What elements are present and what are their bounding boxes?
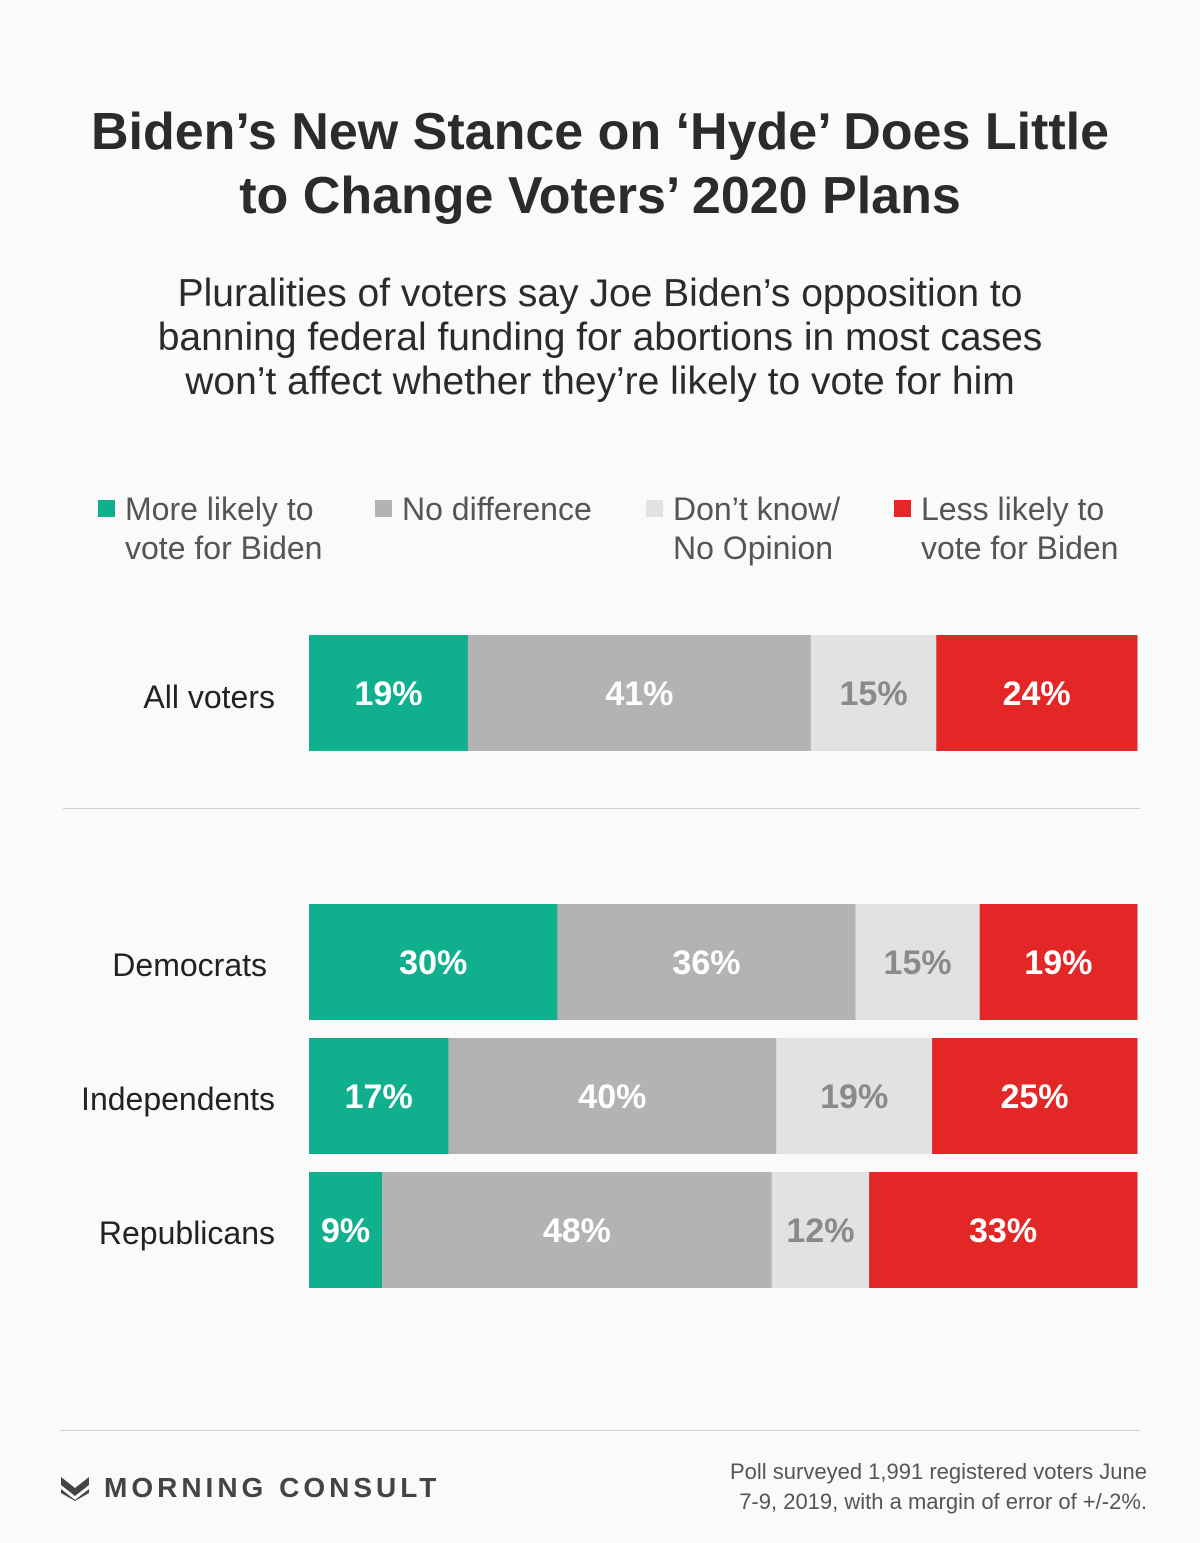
bar-segment-republicans-dont-know bbox=[771, 1172, 870, 1288]
bar-segment-independents-no-difference bbox=[448, 1038, 777, 1154]
morning-consult-logo: MORNING CONSULT bbox=[60, 1468, 440, 1508]
legend-item-dont-know: Don’t know/ No Opinion bbox=[646, 490, 840, 568]
morning-consult-wordmark: MORNING CONSULT bbox=[104, 1472, 441, 1503]
chart-title-line-2: to Change Voters’ 2020 Plans bbox=[239, 167, 961, 225]
footer-note-line-1: Poll surveyed 1,991 registered voters Ju… bbox=[729, 1459, 1147, 1484]
legend-item-more-likely: More likely to vote for Biden bbox=[98, 490, 322, 568]
bar-segment-democrats-dont-know bbox=[855, 904, 981, 1020]
bar-segment-democrats-no-difference bbox=[557, 904, 856, 1020]
footer-divider bbox=[60, 1430, 1140, 1431]
legend-item-less-likely: Less likely to vote for Biden bbox=[894, 490, 1118, 568]
bar-label-all-voters-no-difference: 41% bbox=[605, 675, 673, 713]
legend-label-less-likely: Less likely to vote for Biden bbox=[921, 491, 1119, 566]
chart-subtitle-line-3: won’t affect whether they’re likely to v… bbox=[185, 360, 1015, 403]
bar-segment-all-voters-more-likely bbox=[309, 635, 469, 751]
bar-label-republicans-more-likely: 9% bbox=[321, 1212, 370, 1250]
bar-label-democrats-less-likely: 19% bbox=[1024, 944, 1092, 982]
bar-segment-republicans-no-difference bbox=[382, 1172, 773, 1288]
bar-label-democrats-no-difference: 36% bbox=[672, 944, 740, 982]
bar-label-independents-no-difference: 40% bbox=[578, 1078, 646, 1116]
morning-consult-mark-icon bbox=[61, 1477, 89, 1501]
bar-label-independents-more-likely: 17% bbox=[345, 1078, 413, 1116]
bar-segment-independents-dont-know bbox=[776, 1038, 933, 1154]
row-label-democrats: Democrats bbox=[112, 947, 267, 983]
chart-subtitle-line-1: Pluralities of voters say Joe Biden’s op… bbox=[177, 272, 1023, 315]
bar-label-democrats-dont-know: 15% bbox=[884, 944, 952, 982]
row-label-republicans: Republicans bbox=[98, 1215, 275, 1251]
bar-label-all-voters-more-likely: 19% bbox=[354, 675, 422, 713]
legend-label-dont-know: Don’t know/ No Opinion bbox=[673, 491, 841, 566]
bar-label-republicans-dont-know: 12% bbox=[786, 1212, 854, 1250]
bar-segment-independents-less-likely bbox=[932, 1038, 1138, 1154]
row-label-all-voters: All voters bbox=[143, 679, 275, 715]
chart-title-line-1: Biden’s New Stance on ‘Hyde’ Does Little bbox=[90, 103, 1110, 161]
bar-segment-independents-more-likely bbox=[309, 1038, 449, 1154]
bar-row-republicans: 9% 48% 12% 33% bbox=[309, 1172, 1138, 1288]
bar-segment-democrats-more-likely bbox=[309, 904, 558, 1020]
row-label-independents: Independents bbox=[81, 1081, 275, 1117]
legend-swatch-dont-know bbox=[646, 500, 663, 517]
footer-methodology-note: Poll surveyed 1,991 registered voters Ju… bbox=[627, 1457, 1147, 1517]
chart-title: Biden’s New Stance on ‘Hyde’ Does Little… bbox=[0, 100, 1200, 228]
chart-subtitle-line-2: banning federal funding for abortions in… bbox=[157, 316, 1043, 359]
bar-segment-all-voters-less-likely bbox=[936, 635, 1138, 751]
bar-label-all-voters-dont-know: 15% bbox=[840, 675, 908, 713]
bar-label-independents-less-likely: 25% bbox=[1000, 1078, 1068, 1116]
bar-label-republicans-no-difference: 48% bbox=[543, 1212, 611, 1250]
bar-segment-all-voters-dont-know bbox=[810, 635, 937, 751]
chart-subtitle: Pluralities of voters say Joe Biden’s op… bbox=[0, 272, 1200, 404]
bar-segment-republicans-less-likely bbox=[869, 1172, 1138, 1288]
legend-label-no-difference: No difference bbox=[402, 491, 592, 527]
bar-label-republicans-less-likely: 33% bbox=[969, 1212, 1037, 1250]
bar-segment-all-voters-no-difference bbox=[467, 635, 812, 751]
bar-segment-democrats-less-likely bbox=[979, 904, 1138, 1020]
legend-item-no-difference: No difference bbox=[375, 490, 592, 529]
bar-row-democrats: 30% 36% 15% 19% bbox=[309, 904, 1138, 1020]
legend-swatch-no-difference bbox=[375, 500, 392, 517]
group-divider bbox=[63, 808, 1140, 809]
legend-swatch-more-likely bbox=[98, 500, 115, 517]
bar-row-independents: 17% 40% 19% 25% bbox=[309, 1038, 1138, 1154]
bar-label-democrats-more-likely: 30% bbox=[399, 944, 467, 982]
bar-label-independents-dont-know: 19% bbox=[820, 1078, 888, 1116]
legend-label-more-likely: More likely to vote for Biden bbox=[125, 491, 323, 566]
bar-segment-republicans-more-likely bbox=[309, 1172, 383, 1288]
footer-note-line-2: 7-9, 2019, with a margin of error of +/-… bbox=[739, 1489, 1147, 1514]
legend-swatch-less-likely bbox=[894, 500, 911, 517]
bar-label-all-voters-less-likely: 24% bbox=[1003, 675, 1071, 713]
bar-row-all-voters: 19% 41% 15% 24% bbox=[309, 635, 1138, 751]
